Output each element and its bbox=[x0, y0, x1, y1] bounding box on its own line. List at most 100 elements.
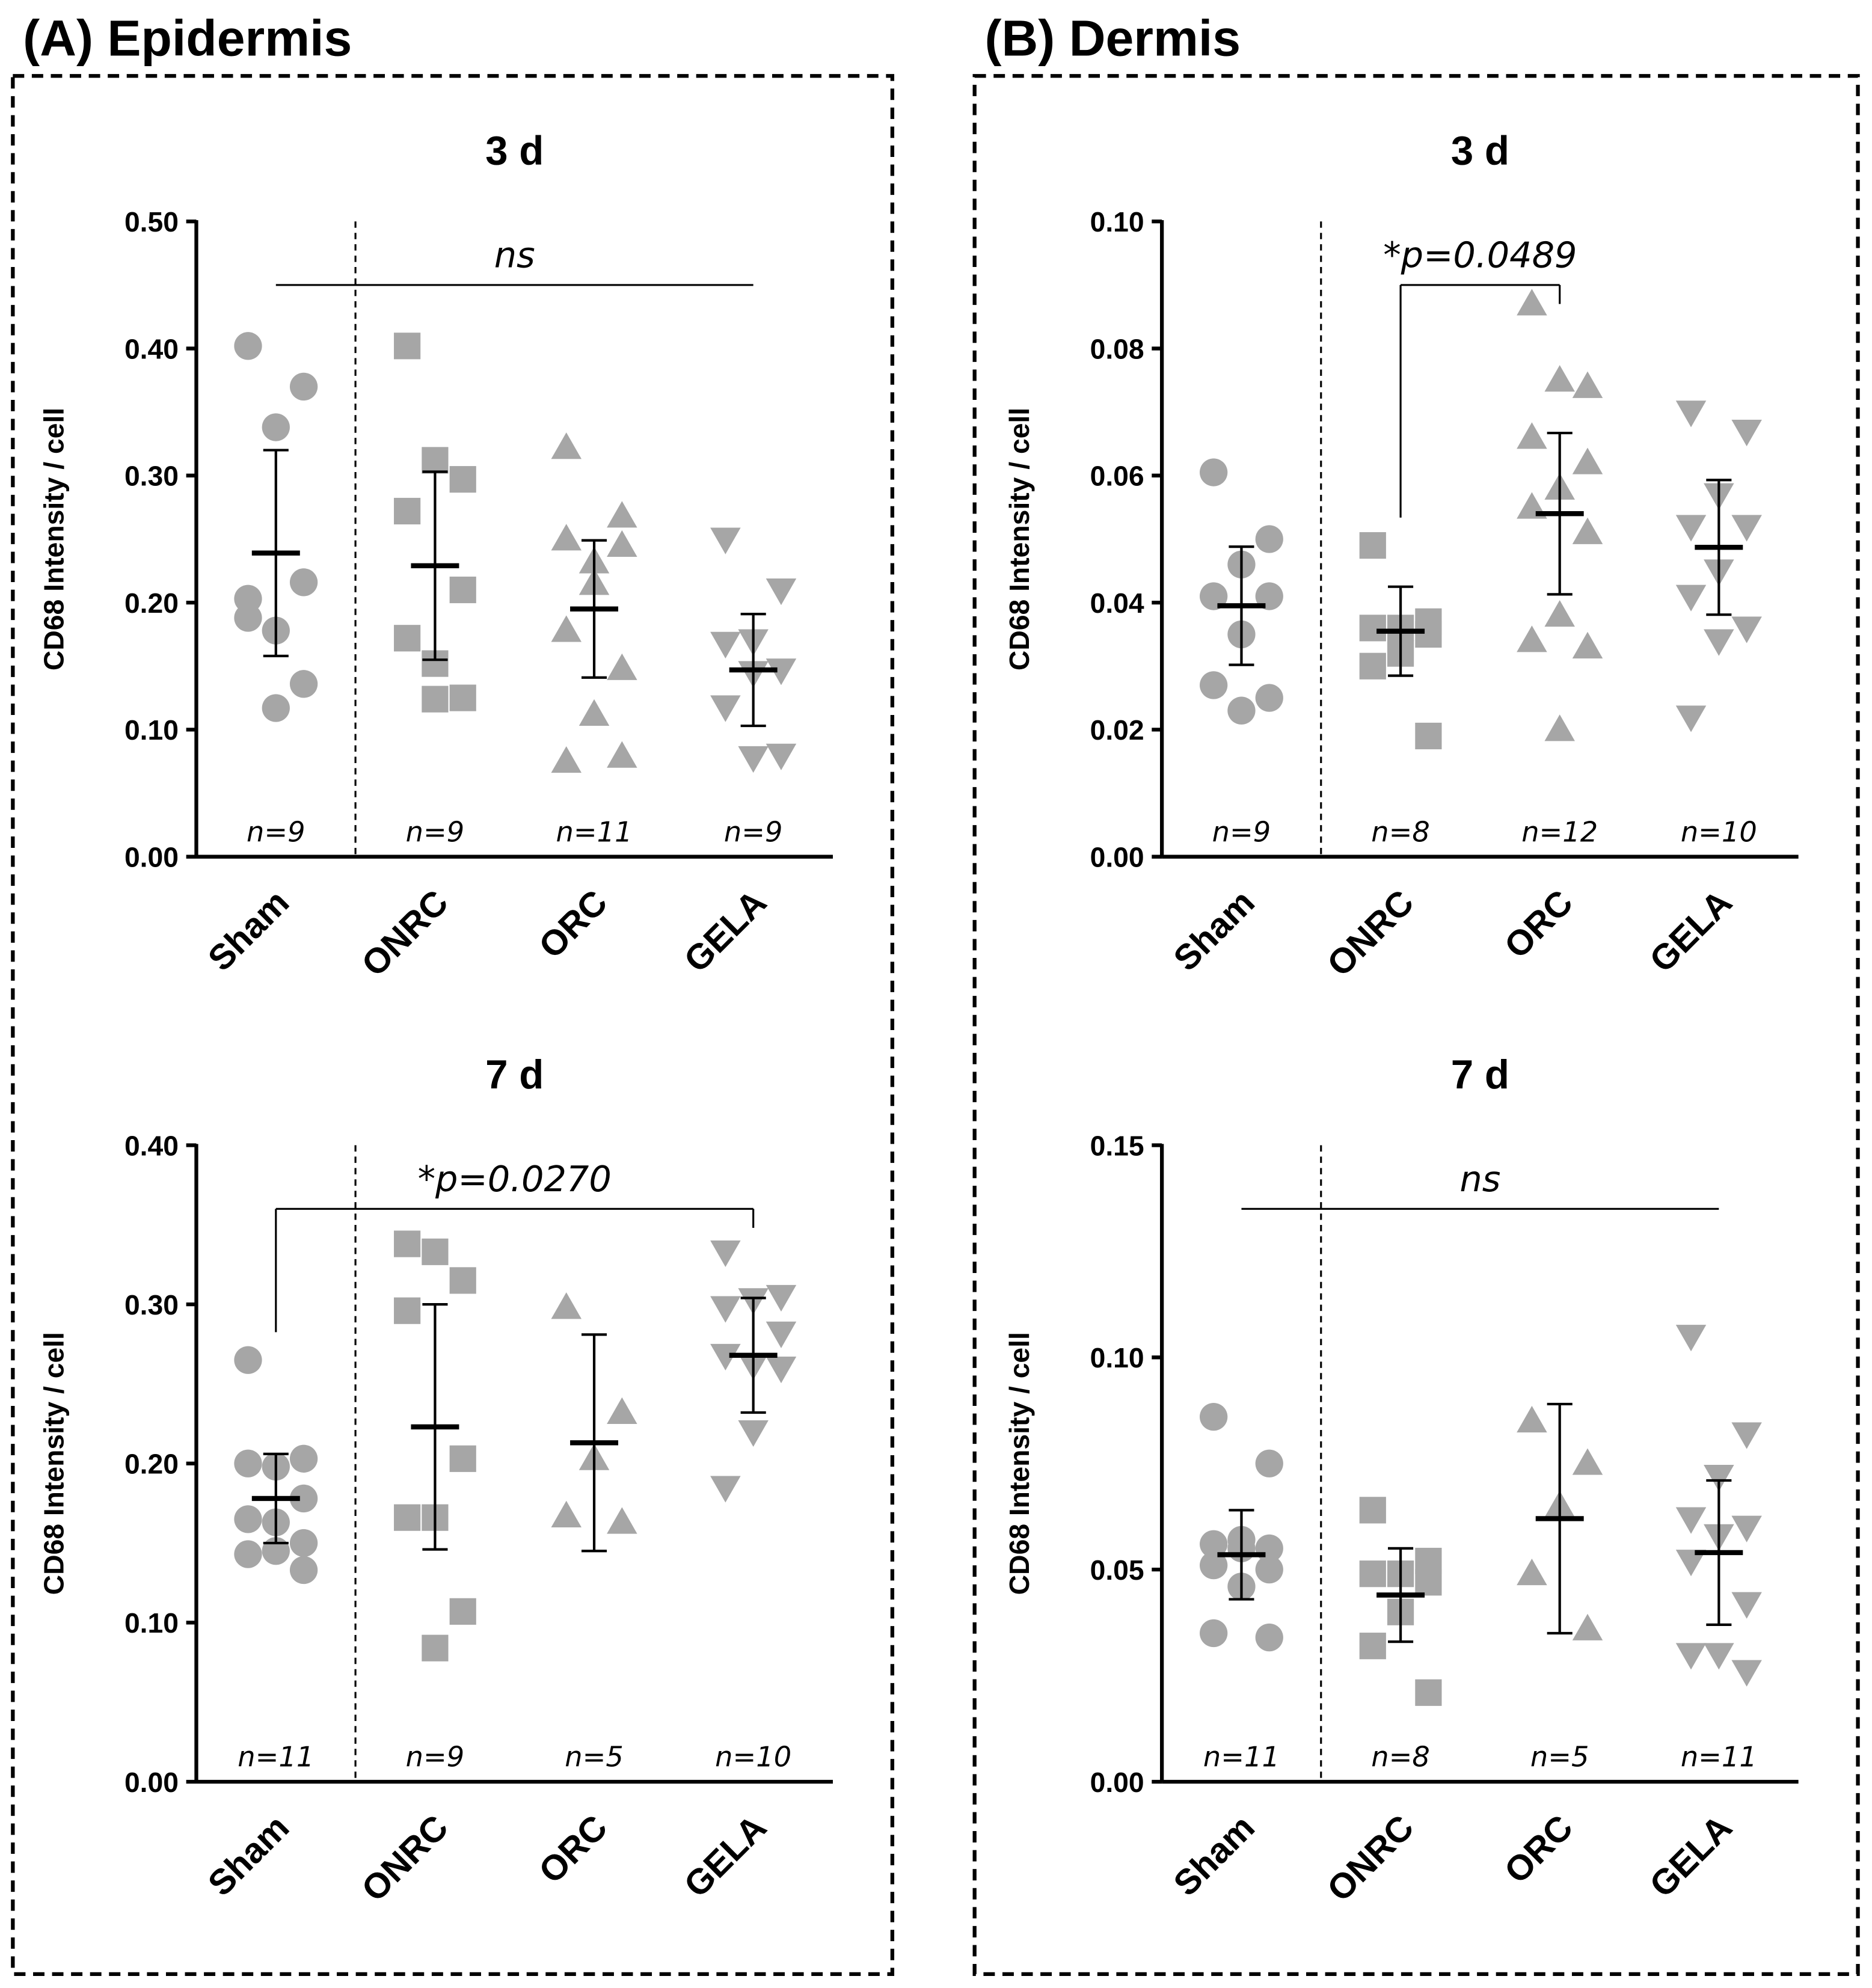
y-tick-label: 0.05 bbox=[1090, 1554, 1144, 1586]
n-label: n=9 bbox=[1212, 815, 1271, 848]
n-label: n=9 bbox=[724, 815, 783, 848]
y-tick-label: 0.08 bbox=[1090, 333, 1144, 364]
y-tick-label: 0.40 bbox=[124, 1130, 179, 1161]
data-point bbox=[1200, 458, 1228, 486]
data-point bbox=[766, 1284, 797, 1312]
data-point bbox=[1200, 671, 1228, 699]
data-point bbox=[449, 684, 476, 711]
data-point bbox=[1517, 422, 1547, 449]
data-point bbox=[1731, 1515, 1762, 1542]
data-point bbox=[1255, 1555, 1283, 1584]
data-point bbox=[234, 332, 262, 360]
data-point bbox=[1517, 1558, 1547, 1586]
data-point bbox=[1704, 1643, 1734, 1670]
n-label: n=8 bbox=[1371, 1741, 1430, 1773]
data-point bbox=[1544, 714, 1575, 741]
data-point bbox=[394, 1504, 421, 1531]
annotation-text: *p=0.0270 bbox=[418, 1158, 612, 1200]
data-point bbox=[234, 1540, 262, 1568]
data-point bbox=[1200, 1402, 1228, 1431]
panel-frame bbox=[972, 74, 1860, 1977]
data-point bbox=[710, 527, 741, 554]
n-label: n=8 bbox=[1371, 815, 1430, 848]
y-tick-label: 0.30 bbox=[124, 461, 179, 492]
data-point bbox=[394, 333, 421, 360]
y-tick-label: 0.02 bbox=[1090, 714, 1144, 746]
data-point bbox=[1255, 582, 1283, 610]
y-tick-label: 0.10 bbox=[124, 1607, 179, 1639]
data-point bbox=[551, 524, 582, 551]
data-point bbox=[1255, 684, 1283, 712]
y-axis-label: CD68 Intensity / cell bbox=[1004, 1332, 1035, 1595]
n-label: n=5 bbox=[1530, 1741, 1589, 1773]
data-point bbox=[1517, 625, 1547, 652]
data-point bbox=[1227, 696, 1256, 725]
data-point bbox=[551, 1292, 582, 1319]
n-label: n=9 bbox=[406, 1741, 465, 1773]
data-point bbox=[551, 432, 582, 459]
y-tick-label: 0.10 bbox=[1090, 206, 1144, 238]
data-point bbox=[1359, 1560, 1386, 1588]
data-point bbox=[1731, 1422, 1762, 1449]
data-point bbox=[766, 743, 797, 770]
data-point bbox=[289, 1529, 318, 1557]
data-point bbox=[766, 1321, 797, 1348]
data-point bbox=[449, 466, 476, 493]
y-tick-label: 0.20 bbox=[124, 1449, 179, 1480]
data-point bbox=[449, 576, 476, 604]
annotation-text: ns bbox=[1459, 1158, 1500, 1200]
y-tick-label: 0.10 bbox=[124, 714, 179, 746]
data-point bbox=[1415, 1569, 1442, 1596]
y-tick-label: 0.00 bbox=[1090, 1767, 1144, 1798]
chart-title: 3 d bbox=[485, 129, 544, 174]
data-point bbox=[234, 1449, 262, 1477]
data-point bbox=[1675, 400, 1707, 428]
data-point bbox=[738, 1420, 769, 1447]
data-point bbox=[1255, 525, 1283, 553]
data-point bbox=[1675, 584, 1707, 612]
data-point bbox=[578, 699, 610, 726]
y-tick-label: 0.30 bbox=[124, 1289, 179, 1321]
data-point bbox=[394, 497, 421, 525]
n-label: n=11 bbox=[556, 815, 633, 848]
data-point bbox=[289, 670, 318, 698]
data-point bbox=[289, 1556, 318, 1585]
n-label: n=10 bbox=[1681, 815, 1757, 848]
data-point bbox=[1572, 631, 1603, 658]
data-point bbox=[1704, 1464, 1734, 1492]
data-point bbox=[449, 1267, 476, 1294]
n-label: n=5 bbox=[565, 1741, 624, 1773]
data-point bbox=[422, 1634, 449, 1661]
data-point bbox=[422, 1238, 449, 1265]
annotation-text: ns bbox=[494, 234, 535, 275]
data-point bbox=[234, 584, 262, 613]
data-point bbox=[1731, 1592, 1762, 1619]
data-point bbox=[1675, 515, 1707, 542]
data-point bbox=[1704, 629, 1734, 656]
data-point bbox=[1544, 365, 1575, 392]
data-point bbox=[1359, 1497, 1386, 1524]
panel-label: (A) Epidermis bbox=[23, 10, 352, 67]
data-point bbox=[607, 501, 637, 528]
data-point bbox=[422, 447, 449, 474]
y-tick-label: 0.04 bbox=[1090, 588, 1144, 619]
data-point bbox=[234, 1346, 262, 1374]
n-label: n=11 bbox=[238, 1741, 314, 1773]
data-point bbox=[607, 1397, 637, 1424]
data-point bbox=[1359, 652, 1386, 680]
data-point bbox=[551, 615, 582, 642]
data-point bbox=[1675, 1507, 1707, 1534]
chart-title: 3 d bbox=[1451, 129, 1509, 174]
data-point bbox=[289, 568, 318, 597]
y-tick-label: 0.00 bbox=[124, 1767, 179, 1798]
data-point bbox=[1731, 419, 1762, 447]
y-tick-label: 0.00 bbox=[124, 842, 179, 873]
y-tick-label: 0.10 bbox=[1090, 1342, 1144, 1373]
data-point bbox=[710, 1240, 741, 1268]
n-label: n=10 bbox=[715, 1741, 791, 1773]
data-point bbox=[234, 604, 262, 632]
data-point bbox=[738, 746, 769, 773]
n-label: n=11 bbox=[1203, 1741, 1280, 1773]
data-point bbox=[394, 1230, 421, 1257]
